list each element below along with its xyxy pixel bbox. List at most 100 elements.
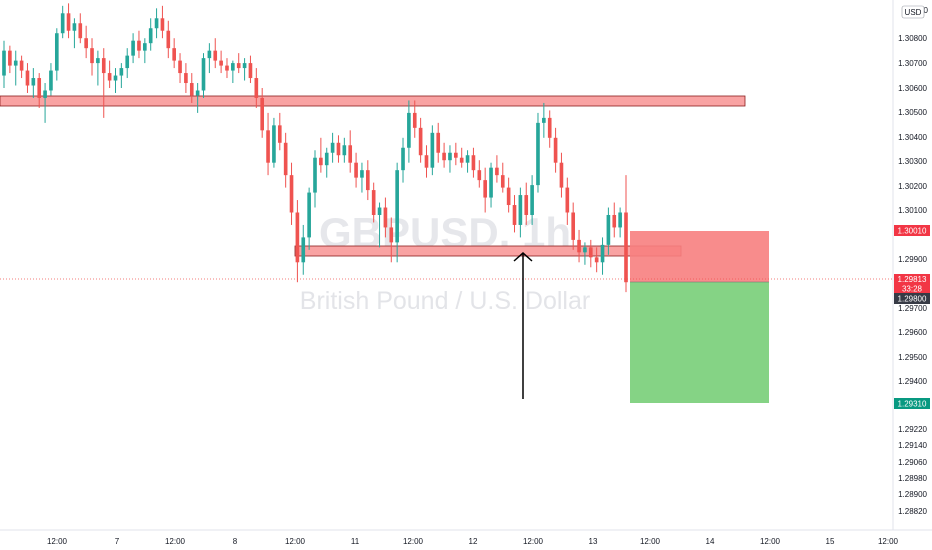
candle <box>342 137 347 163</box>
candle <box>248 55 253 84</box>
support-zone[interactable] <box>294 245 682 257</box>
candle <box>612 202 617 238</box>
candle-body <box>219 60 223 66</box>
candle-body <box>600 244 605 263</box>
candle-body <box>119 68 124 76</box>
candle-body <box>542 117 546 123</box>
time-axis[interactable]: 12:00 7 12:00 8 12:00 11 12:00 12 12:00 13 12:00 14… <box>47 537 899 546</box>
candle <box>330 132 335 163</box>
candle-body <box>559 162 564 188</box>
candle-body <box>401 147 405 171</box>
candle-body <box>295 212 300 263</box>
candle-body <box>477 170 482 181</box>
candle-body <box>272 125 276 163</box>
candle <box>166 20 171 59</box>
candle <box>201 53 206 98</box>
candle <box>412 100 417 138</box>
candle <box>60 5 65 39</box>
candle-body <box>137 40 141 51</box>
candle-body <box>289 175 294 213</box>
candle <box>454 142 458 166</box>
candle-body <box>547 117 552 138</box>
candle-body <box>395 170 399 243</box>
candle <box>13 50 18 86</box>
candle-body <box>389 227 394 243</box>
time-tick: 12:00 <box>47 537 68 546</box>
candle <box>242 58 247 81</box>
price-tick: 1.30200 <box>898 182 927 191</box>
candle-body <box>618 212 622 228</box>
price-tick: 1.30300 <box>898 157 927 166</box>
time-tick: 12 <box>469 537 478 546</box>
candle-body <box>43 90 47 98</box>
candle <box>172 38 176 69</box>
candle <box>236 53 241 74</box>
candle <box>512 195 517 233</box>
current-price-label: 1.29813 33:28 <box>894 274 930 294</box>
resistance-zone[interactable] <box>0 95 746 107</box>
take-profit-zone[interactable] <box>630 282 769 403</box>
candle <box>530 175 534 225</box>
candle-body <box>489 167 493 198</box>
candle <box>518 187 523 238</box>
candle <box>307 187 311 250</box>
candle <box>113 68 118 93</box>
candle <box>213 38 218 69</box>
candle-body <box>442 152 446 161</box>
candle <box>565 177 570 225</box>
candle <box>536 112 540 193</box>
candle <box>477 160 482 188</box>
candle <box>148 18 153 51</box>
candle-body <box>459 157 464 163</box>
candle-body <box>518 195 523 225</box>
price-tick: 1.30500 <box>898 108 927 117</box>
price-tick: 1.29140 <box>898 441 927 450</box>
candle-body <box>418 127 423 156</box>
time-tick: 12:00 <box>165 537 186 546</box>
candle-body <box>313 157 317 193</box>
candle-body <box>242 63 247 69</box>
target-price-label: 1.29310 <box>894 398 930 409</box>
time-tick: 13 <box>589 537 598 546</box>
time-tick: 8 <box>233 537 238 546</box>
price-axis[interactable]: 0 USD 1.30800 1.30700 1.30600 1.30500 1.3040… <box>898 5 929 516</box>
entry-price-label: 1.29800 <box>894 293 930 304</box>
time-tick: 15 <box>826 537 835 546</box>
candle <box>594 247 599 273</box>
candle <box>407 100 411 163</box>
candle-body <box>483 180 487 198</box>
candle <box>289 162 294 225</box>
target-price-label-bg <box>894 398 930 409</box>
stop-price-label-bg <box>894 225 930 236</box>
candle <box>96 50 100 86</box>
stop-loss-zone[interactable] <box>630 231 769 282</box>
candle <box>500 162 505 193</box>
stop-price-label-text: 1.30010 <box>898 227 927 236</box>
price-tick: 1.29060 <box>898 458 927 467</box>
countdown-label-text: 33:28 <box>902 285 923 294</box>
candle <box>37 73 42 108</box>
candle <box>31 68 36 98</box>
candle-body <box>54 33 59 71</box>
candle-body <box>37 78 42 98</box>
price-tick: 1.30600 <box>898 84 927 93</box>
candle-body <box>248 63 253 79</box>
current-price-label-text: 1.29813 <box>898 275 927 284</box>
time-tick: 12:00 <box>640 537 661 546</box>
price-tick: 1.29600 <box>898 328 927 337</box>
up-arrow-annotation[interactable] <box>513 251 533 399</box>
candle <box>301 224 306 275</box>
candle-body <box>148 28 153 44</box>
candle <box>583 242 587 265</box>
time-tick: 11 <box>351 537 360 546</box>
candle <box>600 237 605 275</box>
currency-badge[interactable] <box>901 5 925 19</box>
stop-price-label: 1.30010 <box>894 225 930 236</box>
candle-body <box>471 155 476 171</box>
candle-body <box>536 122 540 186</box>
price-tick: 1.30100 <box>898 206 927 215</box>
candle <box>559 152 564 198</box>
candle <box>219 50 223 74</box>
candle-body <box>25 70 30 86</box>
